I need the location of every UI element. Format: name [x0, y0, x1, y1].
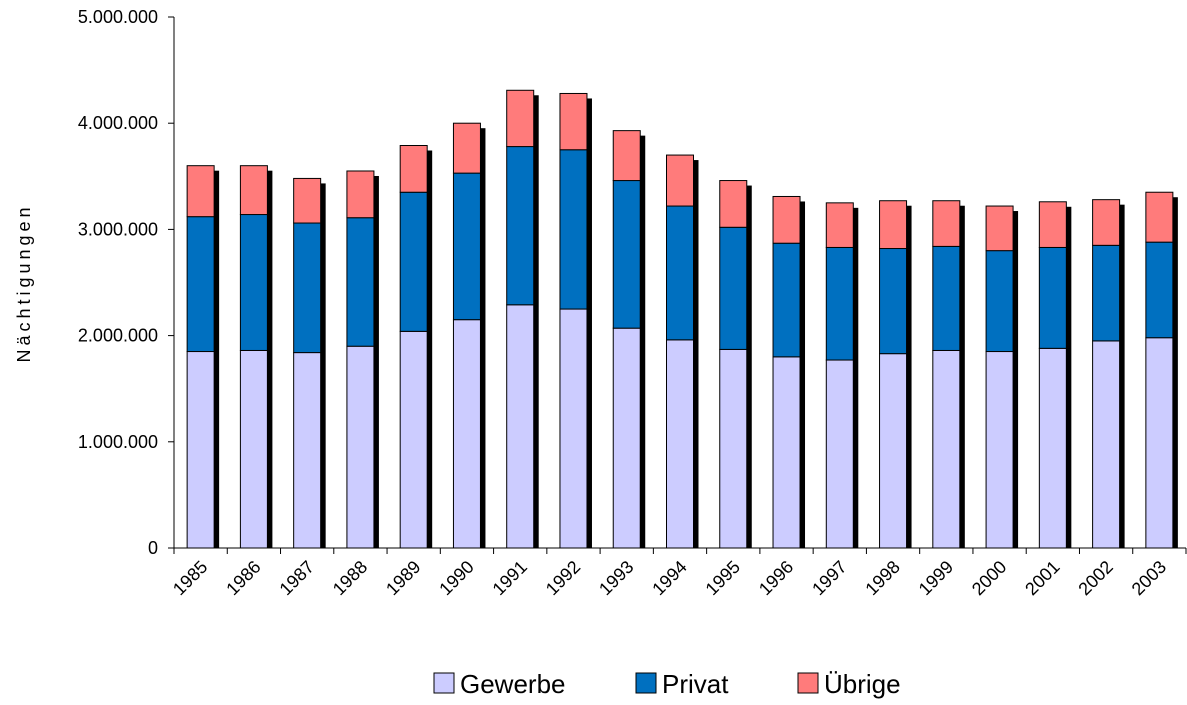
- x-tick-label: 1988: [329, 557, 371, 599]
- bar-segment-privat-1994: [666, 205, 694, 341]
- x-tick-label: 1985: [169, 557, 211, 599]
- x-tick-label: 2003: [1128, 557, 1170, 599]
- bar-segment-privat-1998: [879, 248, 908, 355]
- bar-segment-übrige-1993: [612, 130, 641, 182]
- bar-segment-übrige-1994: [666, 154, 694, 207]
- bar-segment-übrige-1992: [559, 92, 588, 151]
- x-tick-label: 1987: [276, 557, 318, 599]
- bar-segment-übrige-1997: [825, 202, 854, 248]
- legend-swatch-übrige: [797, 672, 819, 694]
- bar-segment-privat-1997: [825, 246, 854, 361]
- plot-area: 1985 1986 1987 1988 1989 1990 1991 1992 1993 1994…: [78, 7, 1187, 599]
- bar-segment-übrige-1985: [186, 165, 215, 218]
- bar-segment-gewerbe-1994: [666, 339, 694, 549]
- bar-segment-übrige-1998: [879, 200, 908, 250]
- bar-segment-privat-1990: [452, 172, 481, 321]
- bar-segment-privat-1999: [932, 245, 961, 351]
- legend-label-übrige: Übrige: [824, 669, 901, 699]
- bar-segment-gewerbe-2000: [985, 351, 1014, 549]
- bar-segment-privat-1996: [772, 242, 801, 358]
- bar-segment-übrige-1999: [932, 200, 961, 247]
- x-tick-label: 1998: [861, 557, 903, 599]
- bar-segment-privat-1986: [239, 214, 268, 351]
- bar-segment-privat-2001: [1038, 246, 1067, 349]
- x-tick-label: 1999: [915, 557, 957, 599]
- bar-segment-gewerbe-1998: [879, 353, 908, 549]
- bar-segment-übrige-1989: [399, 145, 428, 193]
- bar-segment-übrige-1996: [772, 195, 801, 244]
- bar-segment-privat-1995: [719, 226, 748, 350]
- y-tick-label: 1.000.000: [78, 432, 158, 452]
- legend-swatch-gewerbe: [433, 672, 455, 694]
- x-tick-label: 2001: [1021, 557, 1063, 599]
- x-tick-label: 1989: [382, 557, 424, 599]
- legend: Gewerbe Privat Übrige: [433, 669, 901, 699]
- bar-segment-übrige-1990: [452, 122, 481, 174]
- bar-segment-gewerbe-2002: [1092, 340, 1121, 549]
- bar-segment-gewerbe-1996: [772, 356, 801, 549]
- bar-segment-gewerbe-1991: [506, 304, 535, 549]
- bar-segment-übrige-2003: [1145, 191, 1174, 243]
- bar-segment-privat-1989: [399, 191, 428, 332]
- x-tick-label: 1997: [808, 557, 850, 599]
- bar-segment-gewerbe-1985: [186, 351, 215, 549]
- x-tick-label: 1996: [755, 557, 797, 599]
- bar-segment-übrige-2001: [1038, 201, 1067, 248]
- bar-segment-privat-1987: [293, 222, 322, 354]
- bar-segment-übrige-1986: [239, 165, 268, 216]
- bar-segment-privat-2003: [1145, 241, 1174, 339]
- bar-segment-privat-1991: [506, 146, 535, 306]
- bar-segment-privat-1988: [346, 217, 375, 347]
- bar-segment-gewerbe-1995: [719, 348, 748, 549]
- x-tick-label: 2002: [1074, 557, 1116, 599]
- bar-segment-gewerbe-1989: [399, 330, 428, 549]
- y-axis-title: Nächtigungen: [14, 203, 34, 362]
- bar-segment-gewerbe-1988: [346, 345, 375, 549]
- y-tick-label: 3.000.000: [78, 219, 158, 239]
- bar-segment-gewerbe-1999: [932, 349, 961, 549]
- legend-label-privat: Privat: [662, 669, 729, 699]
- x-tick-label: 1995: [702, 557, 744, 599]
- bar-segment-gewerbe-1993: [612, 327, 641, 549]
- bar-segment-übrige-1995: [719, 180, 748, 228]
- y-tick-label: 5.000.000: [78, 7, 158, 27]
- bar-segment-privat-1993: [612, 180, 641, 329]
- bar-segment-privat-2000: [985, 250, 1014, 353]
- bar-segment-gewerbe-2001: [1038, 347, 1067, 549]
- bar-segment-gewerbe-2003: [1145, 337, 1174, 549]
- bar-segment-gewerbe-1990: [452, 319, 481, 549]
- bar-segment-übrige-1987: [293, 177, 322, 224]
- bar-segment-übrige-1991: [506, 89, 535, 148]
- bar-segment-privat-1985: [186, 216, 215, 353]
- bar-segment-gewerbe-1992: [559, 308, 588, 549]
- y-tick-label: 4.000.000: [78, 113, 158, 133]
- x-tick-label: 1992: [542, 557, 584, 599]
- bar-segment-übrige-2000: [985, 205, 1014, 252]
- legend-label-gewerbe: Gewerbe: [460, 669, 566, 699]
- bar-segment-privat-1992: [559, 149, 588, 310]
- x-tick-label: 1990: [435, 557, 477, 599]
- x-tick-label: 1986: [222, 557, 264, 599]
- legend-swatch-privat: [635, 672, 657, 694]
- y-tick-label: 2.000.000: [78, 326, 158, 346]
- bar-segment-gewerbe-1997: [825, 359, 854, 549]
- bar-segment-übrige-2002: [1092, 199, 1121, 246]
- bar-segment-gewerbe-1987: [293, 352, 322, 549]
- x-tick-label: 1994: [648, 557, 690, 599]
- bar-segment-privat-2002: [1092, 244, 1121, 342]
- x-tick-label: 1993: [595, 557, 637, 599]
- bar-segment-gewerbe-1986: [239, 349, 268, 549]
- x-tick-label: 1991: [489, 557, 531, 599]
- bar-segment-übrige-1988: [346, 170, 375, 219]
- y-tick-label: 0: [148, 538, 158, 558]
- x-tick-label: 2000: [968, 557, 1010, 599]
